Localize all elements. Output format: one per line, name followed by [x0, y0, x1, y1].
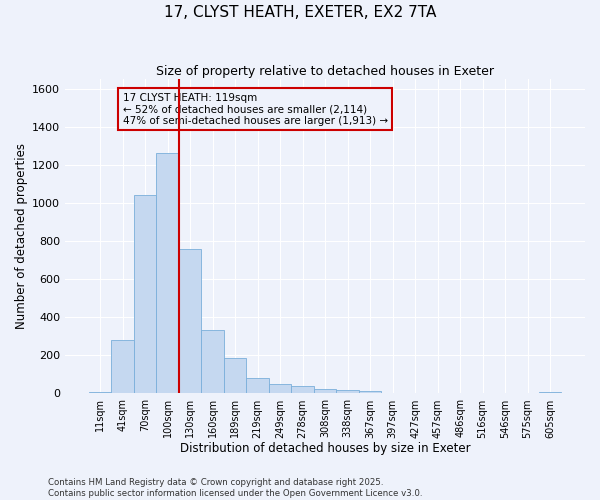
Text: 17 CLYST HEATH: 119sqm
← 52% of detached houses are smaller (2,114)
47% of semi-: 17 CLYST HEATH: 119sqm ← 52% of detached… — [122, 92, 388, 126]
Bar — [134, 196, 156, 394]
Bar — [269, 384, 292, 394]
Bar — [247, 378, 269, 394]
Text: 17, CLYST HEATH, EXETER, EX2 7TA: 17, CLYST HEATH, EXETER, EX2 7TA — [164, 5, 436, 20]
Bar — [202, 330, 224, 394]
X-axis label: Distribution of detached houses by size in Exeter: Distribution of detached houses by size … — [180, 442, 470, 455]
Bar — [156, 154, 179, 394]
Bar — [292, 386, 314, 394]
Text: Contains HM Land Registry data © Crown copyright and database right 2025.
Contai: Contains HM Land Registry data © Crown c… — [48, 478, 422, 498]
Bar — [89, 392, 111, 394]
Bar — [224, 358, 247, 394]
Bar — [111, 340, 134, 394]
Bar — [337, 390, 359, 394]
Y-axis label: Number of detached properties: Number of detached properties — [15, 144, 28, 330]
Bar — [539, 392, 562, 394]
Bar — [179, 248, 202, 394]
Bar — [314, 388, 337, 394]
Bar — [359, 390, 382, 394]
Title: Size of property relative to detached houses in Exeter: Size of property relative to detached ho… — [156, 65, 494, 78]
